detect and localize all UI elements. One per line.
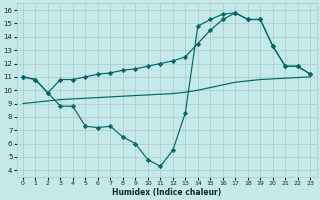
X-axis label: Humidex (Indice chaleur): Humidex (Indice chaleur) <box>112 188 221 197</box>
